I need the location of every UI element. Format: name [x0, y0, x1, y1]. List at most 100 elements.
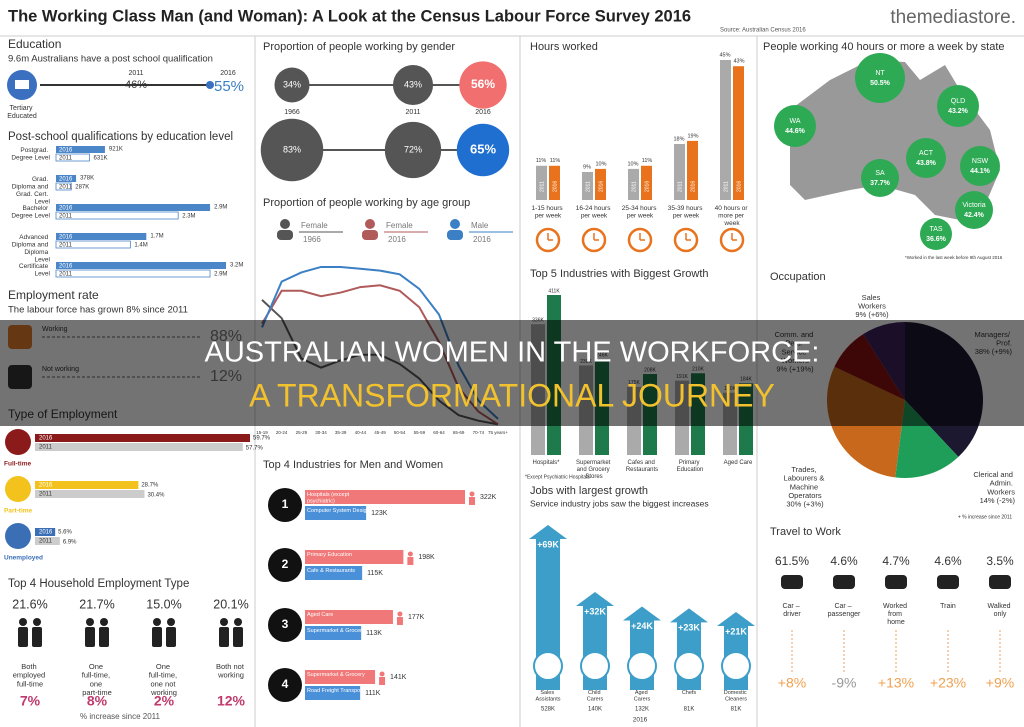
label: 42.4% [964, 212, 985, 219]
increase: +21K [725, 626, 747, 636]
page-title: The Working Class Man (and Woman): A Loo… [8, 7, 691, 25]
label: 2011 [59, 185, 73, 191]
label: Full-time [4, 461, 31, 468]
icon [234, 618, 242, 626]
label: + % increase since 2011 [958, 514, 1012, 520]
icon [100, 618, 108, 626]
label: 3 [282, 617, 289, 631]
circle [392, 64, 434, 106]
bar [56, 233, 147, 240]
category-label: 25-34 hours per week [622, 205, 659, 219]
label: 140K [588, 707, 602, 713]
icon [989, 575, 1011, 589]
bar [674, 144, 685, 200]
icon [885, 575, 907, 589]
bar [56, 204, 211, 211]
value: 20.1% [213, 597, 248, 611]
icon [152, 627, 162, 647]
x-tick-label: 40-44 [355, 430, 367, 435]
label: 18% [673, 136, 684, 142]
category-label: 35-39 hours per week [668, 205, 705, 219]
x-tick-label: 25-29 [296, 430, 308, 435]
icon [937, 575, 959, 589]
label: 141K [390, 674, 407, 681]
label: 2011 [39, 445, 53, 451]
value: 15.0% [146, 597, 181, 611]
state-bubble [920, 218, 952, 250]
x-tick-label: 60-64 [433, 430, 445, 435]
overlay-subtitle: A TRANSFORMATIONAL JOURNEY [249, 377, 775, 413]
change: 7% [20, 693, 41, 709]
label: 2016 [633, 717, 648, 724]
bar-year: 2016 [644, 181, 650, 192]
label: 2011 [59, 156, 73, 162]
job-label: Chefs [682, 690, 697, 696]
label: 4 [282, 677, 289, 691]
icon [407, 551, 413, 557]
change: +23% [930, 675, 966, 691]
bar [35, 490, 145, 498]
row-label: Postgrad. Degree Level [11, 147, 50, 161]
slice-label: Clerical and Admin. Workers [973, 470, 1015, 496]
label: 44.1% [970, 168, 991, 175]
icon [407, 557, 414, 565]
label: 2016 [220, 70, 236, 77]
label: 43% [733, 59, 744, 65]
label: 2011 [128, 70, 143, 77]
label: Part-time [4, 508, 33, 515]
section-title: Top 5 Industries with Biggest Growth [530, 268, 709, 280]
legend-icon [280, 219, 290, 229]
label: 2011 [405, 109, 420, 116]
rank-circle [268, 608, 302, 642]
icon [85, 627, 95, 647]
value: 3.5% [986, 554, 1014, 568]
label: 2016 [59, 148, 73, 154]
value: 55% [214, 78, 244, 95]
category-label: Primary Education [677, 460, 704, 473]
bar [305, 610, 393, 624]
state-bubble [861, 159, 899, 197]
section-title: Top 4 Industries for Men and Women [263, 459, 443, 471]
icon [19, 618, 27, 626]
legend-icon [362, 230, 378, 240]
section-title: Top 4 Household Employment Type [8, 578, 189, 590]
job-label: Child Carers [587, 690, 604, 702]
label: 28.7% [141, 483, 159, 489]
label: NT [875, 70, 885, 77]
section-title: Proportion of people working by age grou… [263, 197, 470, 209]
increase: +23K [678, 623, 700, 633]
section-title: Jobs with largest growth [530, 485, 648, 497]
label: Road Freight Transport [307, 688, 364, 694]
x-tick-label: 30-34 [315, 430, 327, 435]
travel-label: Car – passenger [828, 603, 861, 618]
label: 2016 [39, 530, 53, 536]
icon [5, 476, 31, 502]
overlay-title: AUSTRALIAN WOMEN IN THE WORKFORCE: [205, 337, 820, 369]
label: 287K [75, 185, 89, 191]
legend-icon [277, 230, 293, 240]
label: ACT [919, 150, 934, 157]
label: 43% [404, 79, 422, 89]
label: 6.9% [63, 540, 77, 546]
bar [305, 490, 465, 504]
label: NSW [972, 158, 989, 165]
value: 21.7% [79, 597, 114, 611]
label: Cafe & Restaurants [307, 568, 355, 574]
label: 631K [94, 156, 108, 162]
label: Aged Care [307, 612, 333, 618]
legend-icon [365, 219, 375, 229]
label: Computer System Design [307, 508, 370, 514]
bar [536, 165, 547, 200]
label: 30.4% [147, 493, 165, 499]
change: +9% [986, 675, 1014, 691]
bar [35, 481, 139, 489]
label: 2016 [388, 235, 406, 244]
icon [219, 627, 229, 647]
circle [260, 118, 324, 182]
label: 2016 [39, 436, 53, 442]
label: 2016 [473, 235, 491, 244]
bar-year: 2011 [677, 181, 683, 192]
label: 2011 [39, 539, 53, 545]
label: 83% [283, 144, 301, 154]
bar [35, 434, 250, 442]
